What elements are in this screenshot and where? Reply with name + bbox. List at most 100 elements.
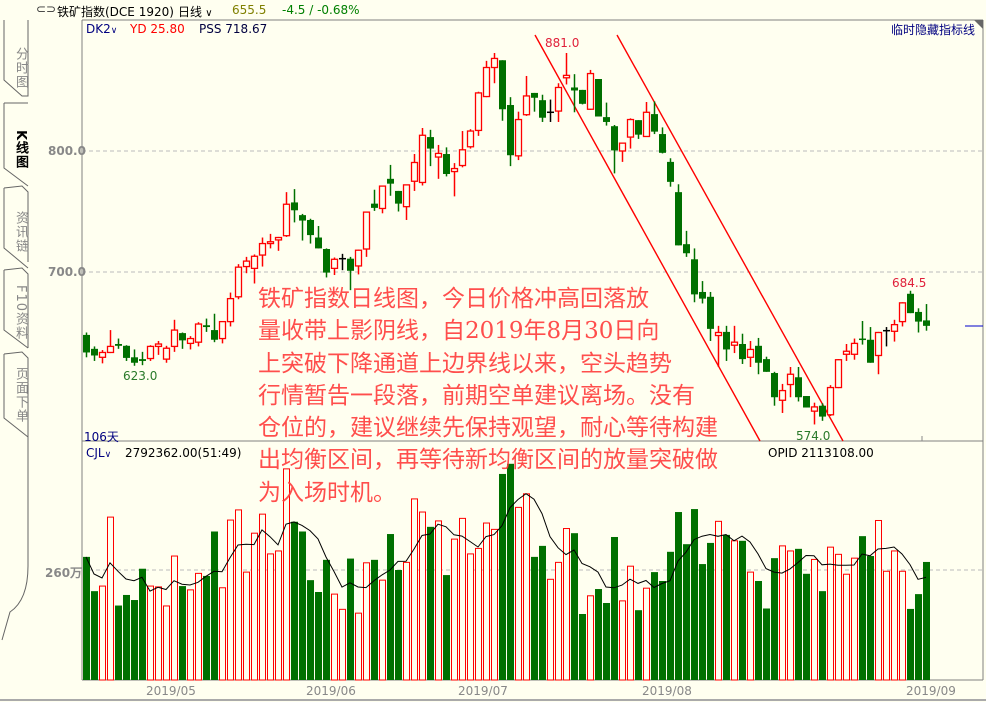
volume-bar: [171, 555, 178, 681]
volume-bar: [907, 608, 914, 680]
candle-body: [378, 185, 387, 210]
candle-body: [395, 190, 402, 204]
price-tick-800: 800.0: [48, 144, 86, 158]
candle: [450, 163, 459, 197]
volume-bar: [211, 531, 218, 680]
candle: [339, 253, 346, 271]
candle: [274, 236, 283, 251]
candle: [803, 396, 810, 408]
yd-value: YD 25.80: [130, 22, 185, 36]
candle-body: [194, 323, 203, 343]
sidebar-tab-frame: [1, 20, 29, 641]
volume-bar: [347, 558, 354, 680]
candle-body: [571, 87, 578, 91]
volume-bar: [723, 534, 730, 680]
candle: [226, 292, 235, 327]
candle-body: [611, 126, 618, 151]
volume-bar: [539, 545, 546, 680]
candle-body: [810, 406, 819, 412]
hide-indicators-button[interactable]: 临时隐藏指标线: [891, 23, 976, 37]
candle: [139, 351, 146, 366]
volume-bar: [891, 550, 898, 681]
tab-kline[interactable]: K线图: [13, 130, 28, 170]
candle-body: [250, 255, 259, 270]
candle-body: [203, 325, 210, 328]
candle: [778, 383, 787, 413]
volume-bar: [899, 570, 906, 681]
candle-body: [458, 149, 467, 167]
volume-bar: [915, 594, 922, 680]
candle-body: [450, 167, 459, 173]
volume-bar: [315, 591, 322, 680]
candle: [771, 371, 778, 406]
period-selector[interactable]: 日线 ∨: [178, 3, 213, 20]
candle: [315, 226, 322, 249]
tab-intraday[interactable]: 分时图: [13, 47, 28, 89]
candle-body: [347, 258, 354, 271]
candle: [810, 402, 819, 425]
candle-body: [266, 241, 275, 245]
candle-body: [418, 134, 427, 184]
candle: [266, 233, 275, 249]
volume-bar: [779, 545, 786, 681]
candle: [179, 332, 186, 349]
candle: [586, 69, 595, 110]
candle-body: [362, 211, 371, 250]
candle-body: [323, 249, 330, 273]
candle-body: [642, 111, 651, 138]
indicator-selector-cjl[interactable]: CJL∨: [86, 446, 111, 460]
chain-link-icon[interactable]: ⊂⊃: [36, 2, 57, 16]
volume-bar: [435, 520, 442, 681]
candle: [842, 343, 851, 361]
candle: [659, 127, 666, 154]
candle: [651, 101, 658, 135]
volume-bar: [635, 610, 642, 680]
candle: [603, 102, 610, 126]
indicator-name: CJL: [86, 446, 105, 460]
candle-body: [162, 347, 171, 360]
candle: [554, 83, 563, 122]
tab-news-chain[interactable]: 资讯链: [13, 211, 28, 253]
chevron-down-icon: ∨: [202, 8, 213, 19]
candle-body: [474, 92, 483, 132]
volume-bar: [683, 544, 690, 680]
candle: [91, 346, 98, 361]
volume-bar: [155, 586, 162, 681]
tab-order[interactable]: 页面下单: [13, 367, 28, 423]
volume-bar: [843, 573, 850, 681]
candle: [739, 333, 746, 364]
candle: [923, 304, 930, 331]
candle-body: [771, 373, 778, 398]
candle-body: [186, 337, 195, 345]
candle: [723, 325, 730, 361]
volume-bar: [251, 532, 258, 681]
high-price-label: 881.0: [545, 36, 580, 50]
volume-bar: [451, 538, 458, 681]
candle: [123, 345, 130, 361]
volume-bar: [875, 519, 882, 681]
x-label-2019-08: 2019/08: [642, 684, 692, 698]
volume-bar: [227, 519, 234, 681]
volume-bar: [739, 540, 746, 680]
candle: [162, 345, 171, 363]
volume-bar: [627, 565, 634, 681]
volume-bar: [307, 580, 314, 680]
candle: [242, 256, 251, 274]
candle-body: [539, 100, 546, 118]
indicator-selector-dk2[interactable]: DK2∨: [86, 22, 117, 36]
tab-f10[interactable]: F10资料: [13, 285, 28, 341]
candle: [211, 313, 218, 343]
volume-bar: [691, 509, 698, 680]
volume-bar: [99, 585, 106, 681]
volume-bar: [91, 591, 98, 680]
candle: [499, 60, 506, 121]
candle: [115, 338, 122, 349]
candle: [890, 319, 899, 342]
candle: [106, 330, 115, 354]
chevron-down-icon: ∨: [110, 26, 118, 36]
candle: [611, 124, 618, 174]
candle: [859, 321, 866, 345]
volume-bar: [371, 559, 378, 680]
candle-body: [146, 345, 155, 360]
